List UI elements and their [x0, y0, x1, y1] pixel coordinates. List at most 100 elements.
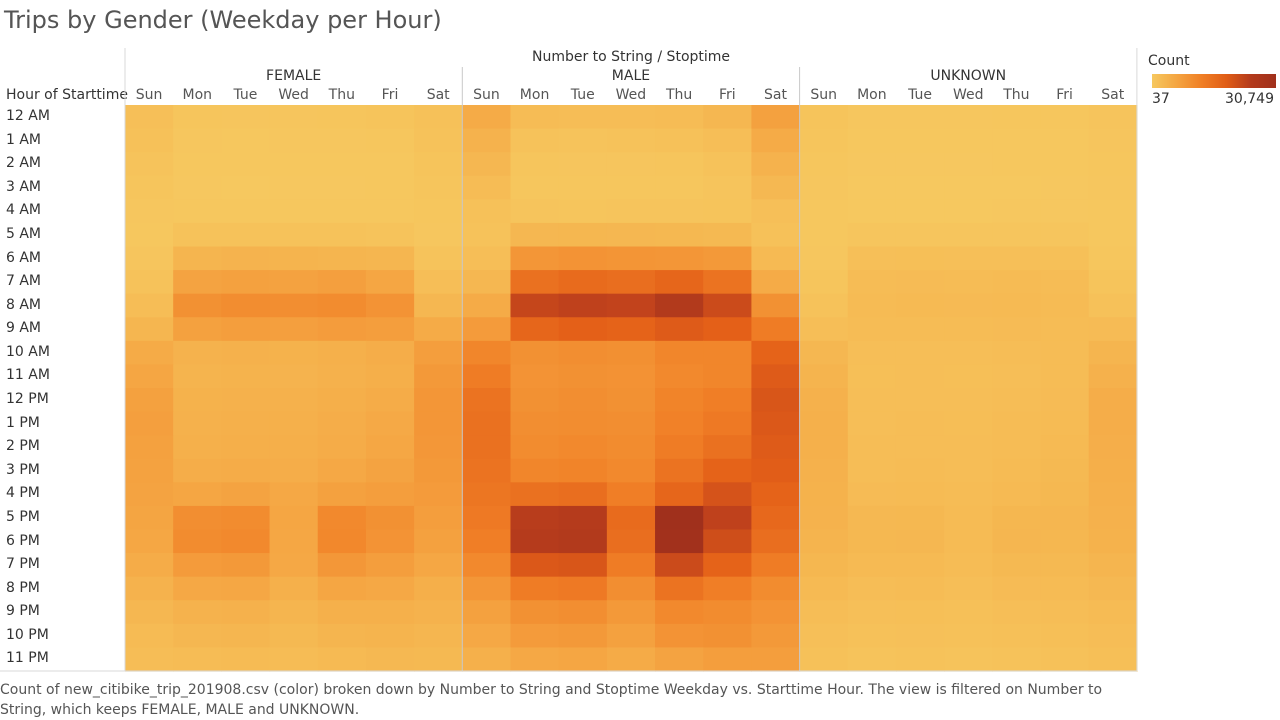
- heat-cell[interactable]: [125, 505, 174, 531]
- heat-cell[interactable]: [847, 458, 897, 483]
- heat-cell[interactable]: [510, 458, 560, 483]
- heat-cell[interactable]: [895, 317, 945, 342]
- heat-cell[interactable]: [125, 553, 174, 578]
- heat-cell[interactable]: [125, 482, 174, 507]
- heat-cell[interactable]: [125, 175, 174, 200]
- heat-cell[interactable]: [414, 246, 463, 271]
- heat-cell[interactable]: [269, 128, 319, 153]
- heat-cell[interactable]: [365, 246, 415, 271]
- heat-cell[interactable]: [751, 340, 801, 366]
- heat-cell[interactable]: [365, 600, 415, 625]
- heat-cell[interactable]: [751, 600, 801, 625]
- heat-cell[interactable]: [269, 600, 319, 625]
- heat-cell[interactable]: [414, 435, 463, 460]
- heat-cell[interactable]: [317, 128, 367, 153]
- heat-cell[interactable]: [655, 647, 704, 672]
- heat-cell[interactable]: [269, 435, 319, 460]
- heat-cell[interactable]: [269, 505, 319, 531]
- heat-cell[interactable]: [655, 623, 704, 649]
- heat-cell[interactable]: [992, 152, 1042, 177]
- heat-cell[interactable]: [944, 317, 993, 342]
- heat-cell[interactable]: [895, 411, 945, 436]
- heat-cell[interactable]: [751, 246, 801, 271]
- heat-cell[interactable]: [799, 105, 849, 130]
- heat-cell[interactable]: [751, 505, 801, 531]
- heat-cell[interactable]: [895, 529, 945, 554]
- heat-cell[interactable]: [606, 199, 656, 224]
- heat-cell[interactable]: [173, 152, 222, 177]
- heat-cell[interactable]: [895, 340, 945, 366]
- heat-cell[interactable]: [703, 576, 753, 601]
- heat-cell[interactable]: [462, 553, 512, 578]
- heat-cell[interactable]: [799, 364, 849, 389]
- heat-cell[interactable]: [510, 600, 560, 625]
- heat-cell[interactable]: [606, 128, 656, 153]
- heat-cell[interactable]: [558, 199, 608, 224]
- heat-cell[interactable]: [414, 505, 463, 531]
- heat-cell[interactable]: [1088, 576, 1138, 601]
- heat-cell[interactable]: [365, 505, 415, 531]
- heat-cell[interactable]: [847, 435, 897, 460]
- heat-cell[interactable]: [992, 340, 1042, 366]
- heat-cell[interactable]: [895, 152, 945, 177]
- heat-cell[interactable]: [414, 529, 463, 554]
- heat-cell[interactable]: [992, 529, 1042, 554]
- heat-cell[interactable]: [992, 388, 1042, 413]
- heat-cell[interactable]: [1088, 482, 1138, 507]
- heat-cell[interactable]: [703, 553, 753, 578]
- heat-cell[interactable]: [125, 105, 174, 130]
- heat-cell[interactable]: [221, 576, 271, 601]
- heat-cell[interactable]: [462, 105, 512, 130]
- heat-cell[interactable]: [125, 270, 174, 295]
- heat-cell[interactable]: [317, 647, 367, 672]
- heat-cell[interactable]: [992, 222, 1042, 248]
- heat-cell[interactable]: [173, 623, 222, 649]
- heat-cell[interactable]: [125, 246, 174, 271]
- heat-cell[interactable]: [847, 340, 897, 366]
- heat-cell[interactable]: [944, 482, 993, 507]
- heat-cell[interactable]: [847, 364, 897, 389]
- heat-cell[interactable]: [799, 340, 849, 366]
- heat-cell[interactable]: [1088, 293, 1138, 318]
- heat-cell[interactable]: [1088, 340, 1138, 366]
- heat-cell[interactable]: [703, 317, 753, 342]
- heat-cell[interactable]: [1040, 505, 1090, 531]
- heat-cell[interactable]: [751, 623, 801, 649]
- heat-cell[interactable]: [269, 411, 319, 436]
- heat-cell[interactable]: [655, 435, 704, 460]
- heat-cell[interactable]: [365, 388, 415, 413]
- heat-cell[interactable]: [1040, 340, 1090, 366]
- heat-cell[interactable]: [510, 105, 560, 130]
- heat-cell[interactable]: [365, 199, 415, 224]
- heat-cell[interactable]: [751, 152, 801, 177]
- heat-cell[interactable]: [558, 364, 608, 389]
- heat-cell[interactable]: [269, 623, 319, 649]
- heat-cell[interactable]: [558, 458, 608, 483]
- heat-cell[interactable]: [655, 576, 704, 601]
- heat-cell[interactable]: [606, 482, 656, 507]
- heat-cell[interactable]: [414, 293, 463, 318]
- heat-cell[interactable]: [317, 529, 367, 554]
- heat-cell[interactable]: [847, 246, 897, 271]
- heat-cell[interactable]: [558, 529, 608, 554]
- heat-cell[interactable]: [173, 105, 222, 130]
- heat-cell[interactable]: [125, 317, 174, 342]
- heat-cell[interactable]: [895, 105, 945, 130]
- heat-cell[interactable]: [414, 576, 463, 601]
- heat-cell[interactable]: [992, 576, 1042, 601]
- heat-cell[interactable]: [655, 199, 704, 224]
- heat-cell[interactable]: [655, 340, 704, 366]
- heat-cell[interactable]: [992, 458, 1042, 483]
- heat-cell[interactable]: [1040, 199, 1090, 224]
- heat-cell[interactable]: [269, 576, 319, 601]
- heat-cell[interactable]: [221, 482, 271, 507]
- heat-cell[interactable]: [173, 246, 222, 271]
- heat-cell[interactable]: [414, 482, 463, 507]
- heat-cell[interactable]: [703, 482, 753, 507]
- heat-cell[interactable]: [703, 411, 753, 436]
- heat-cell[interactable]: [1088, 364, 1138, 389]
- heat-cell[interactable]: [558, 128, 608, 153]
- heat-cell[interactable]: [703, 364, 753, 389]
- heat-cell[interactable]: [365, 576, 415, 601]
- heat-cell[interactable]: [703, 152, 753, 177]
